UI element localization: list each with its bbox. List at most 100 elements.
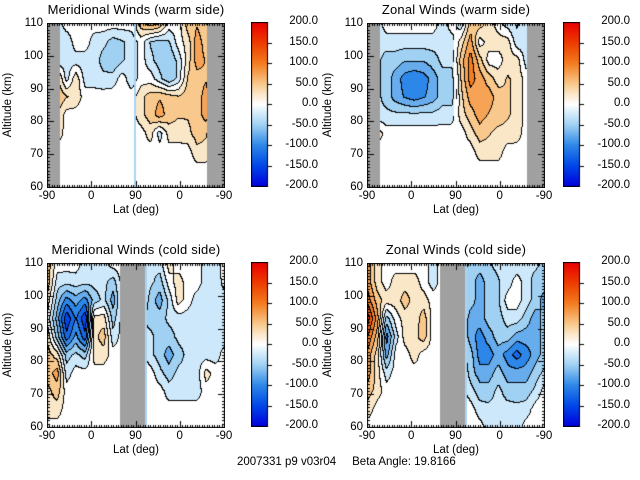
dataset-version-label: 2007331 p9 v03r04	[237, 456, 337, 468]
y-tick-label: 100	[343, 49, 363, 62]
colorbar-tick-label: 100.0	[601, 56, 630, 68]
y-tick-label: 70	[350, 148, 363, 161]
x-tick-label: 0	[88, 190, 95, 202]
colorbar-tick-label: -50.0	[603, 117, 630, 130]
y-tick-label: 110	[24, 257, 43, 269]
contour-plot-canvas	[367, 263, 545, 428]
y-tick-label: 70	[30, 388, 43, 401]
x-tick-label: 90	[449, 430, 462, 442]
y-tick-label: 70	[30, 148, 43, 161]
panel-title: Meridional Winds (cold side)	[51, 242, 221, 257]
y-tick-label: 80	[30, 355, 43, 368]
y-tick-label: 110	[24, 17, 43, 29]
x-tick-label: -90	[38, 430, 56, 442]
y-tick-label: 60	[30, 181, 43, 193]
colorbar-tick-label: -200.0	[597, 179, 630, 191]
x-tick-label: 0	[176, 190, 183, 202]
colorbar-tick-label: 0.0	[302, 97, 318, 109]
panel-title: Zonal Winds (cold side)	[385, 242, 527, 257]
colorbar-canvas	[251, 22, 273, 187]
colorbar-canvas	[563, 22, 585, 187]
colorbar-tick-label: 50.0	[295, 316, 318, 329]
colorbar-canvas	[563, 262, 585, 427]
y-tick-label: 80	[350, 115, 363, 128]
colorbar-tick-label: 150.0	[289, 35, 318, 48]
x-axis-label: Lat (deg)	[112, 204, 160, 216]
colorbar-tick-label: 150.0	[601, 275, 630, 288]
colorbar-tick-label: 100.0	[289, 56, 318, 68]
x-tick-label: -90	[535, 430, 553, 442]
colorbar-canvas	[251, 262, 273, 427]
y-tick-label: 90	[30, 82, 43, 95]
colorbar-tick-label: -200.0	[285, 179, 318, 191]
colorbar-tick-label: -200.0	[597, 419, 630, 431]
y-tick-label: 90	[30, 322, 43, 335]
colorbar-tick-label: -50.0	[603, 357, 630, 370]
y-tick-label: 70	[350, 388, 363, 401]
x-tick-label: 0	[176, 430, 183, 442]
colorbar-tick-label: 200.0	[601, 15, 630, 27]
y-axis-label: Altitude (km)	[2, 72, 14, 138]
y-tick-label: 110	[344, 17, 363, 29]
panel-meridional-cold: Meridional Winds (cold side) Lat (deg) A…	[0, 240, 320, 480]
x-tick-label: 0	[496, 430, 503, 442]
y-tick-label: 80	[30, 115, 43, 128]
y-tick-label: 60	[30, 421, 43, 433]
beta-angle-label: Beta Angle: 19.8166	[352, 456, 456, 468]
y-axis-label: Altitude (km)	[2, 312, 14, 378]
colorbar-tick-label: 200.0	[601, 255, 630, 267]
x-tick-label: -90	[215, 430, 233, 442]
colorbar-tick-label: -150.0	[285, 158, 318, 171]
x-tick-label: 0	[88, 430, 95, 442]
x-tick-label: -90	[535, 190, 553, 202]
panel-title: Meridional Winds (warm side)	[47, 2, 225, 17]
colorbar-tick-label: 100.0	[601, 296, 630, 308]
colorbar-tick-label: 50.0	[607, 76, 630, 89]
colorbar-tick-label: -100.0	[597, 138, 630, 150]
colorbar-tick-label: -150.0	[597, 158, 630, 171]
x-tick-label: 90	[129, 190, 142, 202]
colorbar-tick-label: -200.0	[285, 419, 318, 431]
y-axis-label: Altitude (km)	[322, 312, 334, 378]
colorbar-tick-label: 100.0	[289, 296, 318, 308]
colorbar-tick-label: -50.0	[291, 117, 318, 130]
y-tick-label: 90	[350, 322, 363, 335]
colorbar-tick-label: 0.0	[614, 97, 630, 109]
colorbar-tick-label: 150.0	[289, 275, 318, 288]
colorbar-tick-label: 0.0	[302, 337, 318, 349]
panel-zonal-warm: Zonal Winds (warm side) Lat (deg) Altitu…	[320, 0, 640, 240]
x-tick-label: -90	[358, 190, 376, 202]
y-axis-label: Altitude (km)	[322, 72, 334, 138]
x-tick-label: 90	[129, 430, 142, 442]
colorbar-tick-label: 50.0	[295, 76, 318, 89]
contour-plot-canvas	[47, 263, 225, 428]
x-tick-label: -90	[215, 190, 233, 202]
panel-meridional-warm: Meridional Winds (warm side) Lat (deg) A…	[0, 0, 320, 240]
footer-annotation: 2007331 p9 v03r04 Beta Angle: 19.8166	[237, 456, 456, 468]
colorbar-tick-label: 150.0	[601, 35, 630, 48]
x-tick-label: 0	[496, 190, 503, 202]
x-tick-label: 0	[408, 190, 415, 202]
panel-title: Zonal Winds (warm side)	[381, 2, 531, 17]
colorbar-tick-label: -50.0	[291, 357, 318, 370]
colorbar-tick-label: -100.0	[285, 138, 318, 150]
y-tick-label: 100	[23, 289, 43, 302]
x-tick-label: 0	[408, 430, 415, 442]
contour-plot-canvas	[47, 23, 225, 188]
x-axis-label: Lat (deg)	[112, 444, 160, 456]
colorbar-tick-label: 200.0	[289, 255, 318, 267]
y-tick-label: 100	[343, 289, 363, 302]
y-tick-label: 110	[344, 257, 363, 269]
y-tick-label: 80	[350, 355, 363, 368]
x-axis-label: Lat (deg)	[432, 444, 480, 456]
colorbar-tick-label: -100.0	[285, 378, 318, 390]
colorbar-tick-label: 0.0	[614, 337, 630, 349]
colorbar-tick-label: -150.0	[285, 398, 318, 411]
y-tick-label: 100	[23, 49, 43, 62]
y-tick-label: 90	[350, 82, 363, 95]
colorbar-tick-label: -150.0	[597, 398, 630, 411]
colorbar-tick-label: 50.0	[607, 316, 630, 329]
panel-zonal-cold: Zonal Winds (cold side) Lat (deg) Altitu…	[320, 240, 640, 480]
y-tick-label: 60	[350, 421, 363, 433]
